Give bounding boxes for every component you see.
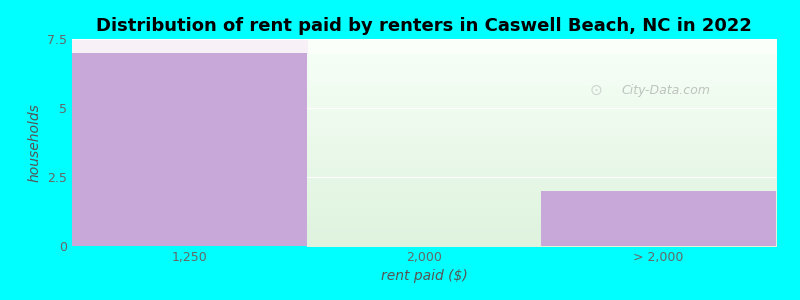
Bar: [72, 53, 306, 246]
Title: Distribution of rent paid by renters in Caswell Beach, NC in 2022: Distribution of rent paid by renters in …: [96, 17, 752, 35]
Text: City-Data.com: City-Data.com: [621, 84, 710, 97]
Text: ⊙: ⊙: [590, 83, 603, 98]
X-axis label: rent paid ($): rent paid ($): [381, 269, 467, 284]
Bar: [72, 39, 306, 246]
Y-axis label: households: households: [27, 103, 42, 182]
Bar: [542, 191, 776, 246]
